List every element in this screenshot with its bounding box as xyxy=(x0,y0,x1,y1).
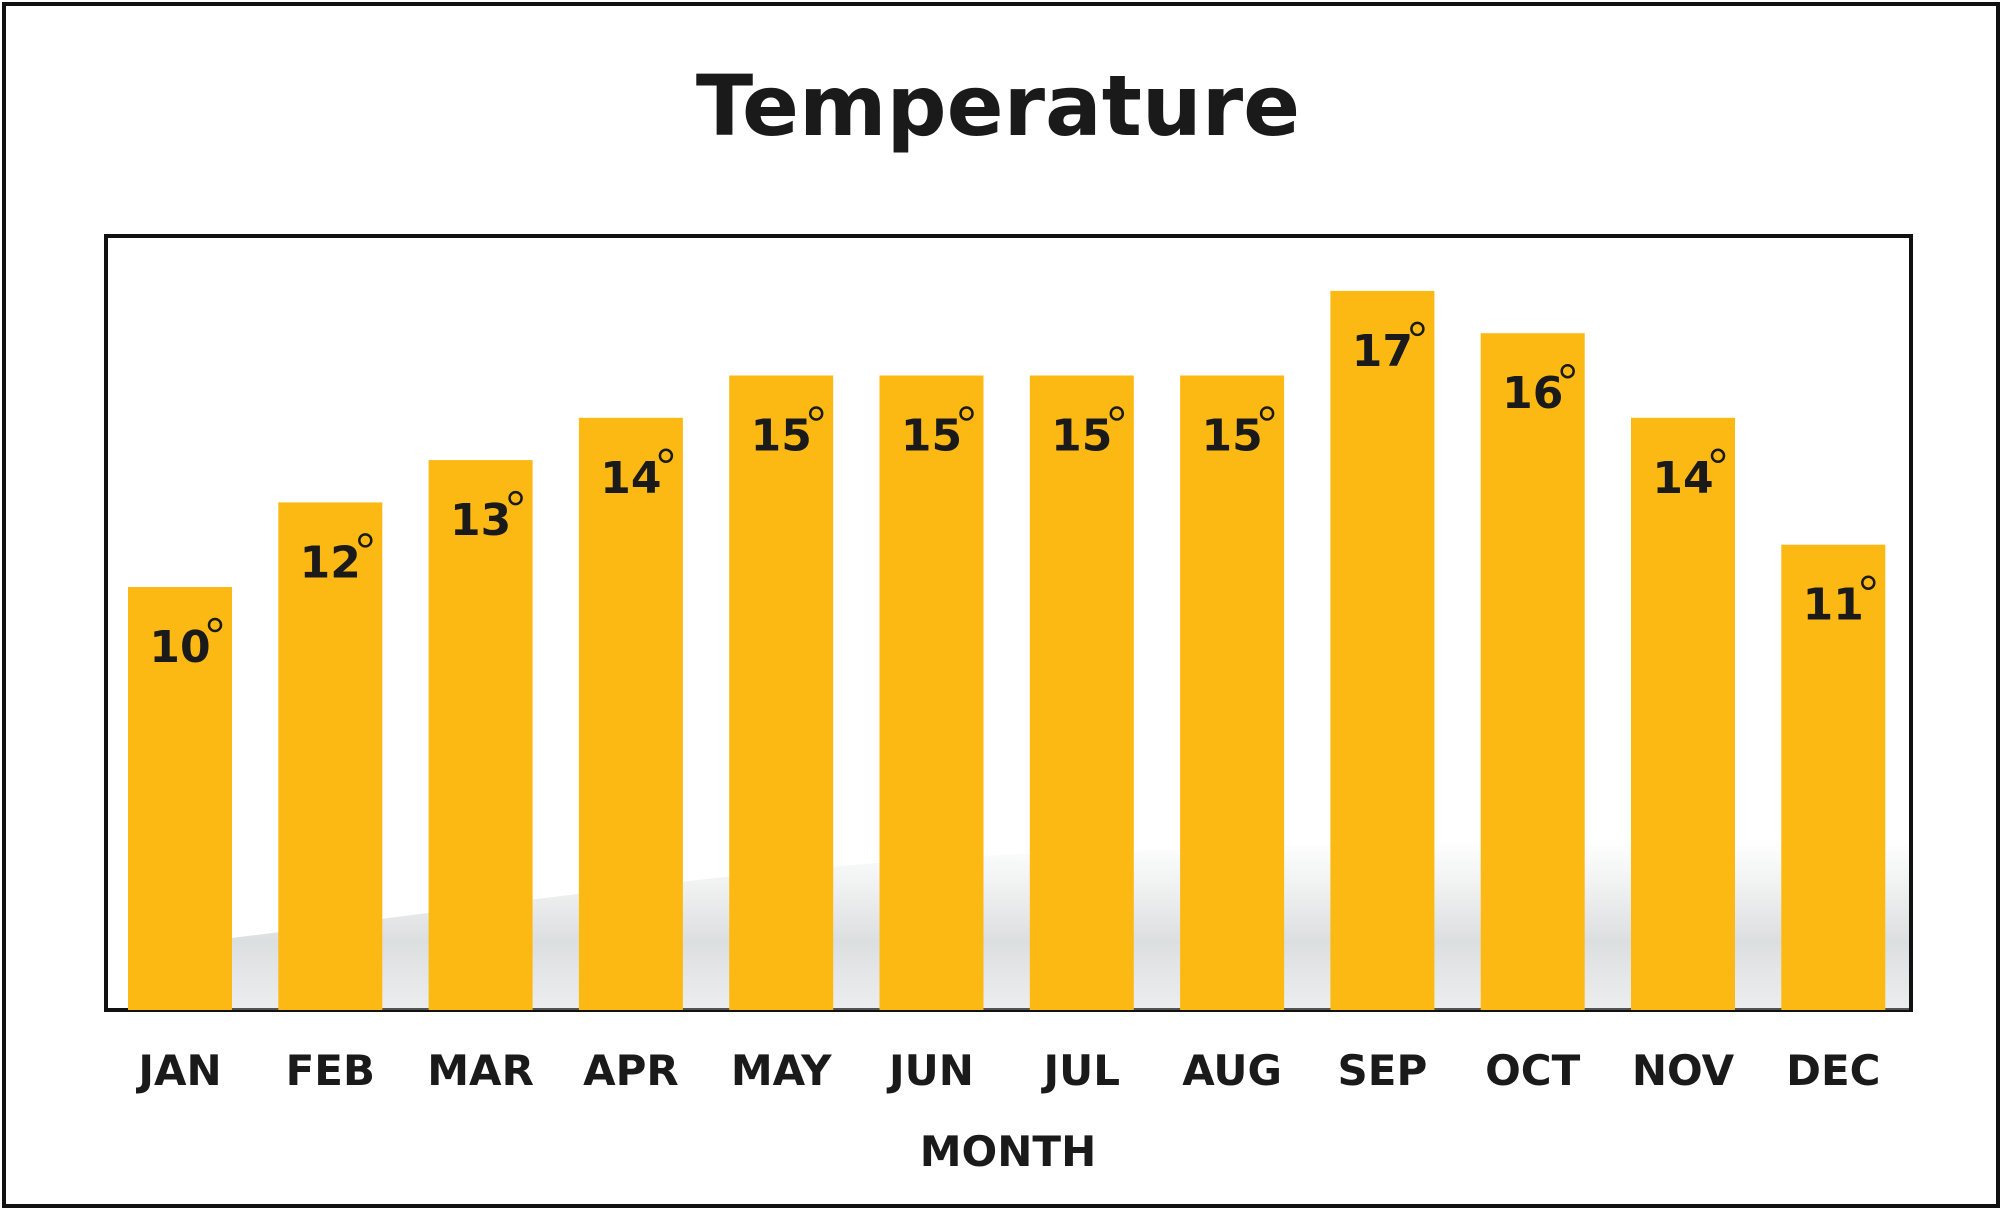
x-tick-may: MAY xyxy=(731,1046,832,1095)
x-tick-dec: DEC xyxy=(1786,1046,1880,1095)
x-tick-sep: SEP xyxy=(1338,1046,1428,1095)
data-label-aug: 15 xyxy=(1201,411,1262,462)
degree-icon xyxy=(207,617,223,633)
bar-sep xyxy=(1330,290,1435,1010)
bar-oct xyxy=(1480,333,1585,1010)
x-tick-aug: AUG xyxy=(1182,1046,1282,1095)
x-tick-labels-group: JAN FEB MAR APR MAY JUN JUL AUG SEP OCT NOV DEC xyxy=(135,1046,1880,1095)
data-label-apr: 14 xyxy=(600,453,661,504)
data-label-mar: 13 xyxy=(450,495,511,546)
data-label-dec: 11 xyxy=(1803,580,1864,631)
bar-apr xyxy=(578,417,683,1010)
x-tick-mar: MAR xyxy=(427,1046,534,1095)
chart-title: Temperature xyxy=(696,57,1300,155)
data-labels-group: 10 12 13 14 15 15 15 15 17 16 14 11 xyxy=(149,321,1876,673)
bar-feb xyxy=(278,502,383,1010)
degree-icon xyxy=(1710,448,1726,464)
plot-shadow xyxy=(130,838,1909,1010)
x-tick-feb: FEB xyxy=(286,1046,375,1095)
bar-mar xyxy=(428,460,533,1011)
x-tick-jul: JUL xyxy=(1041,1046,1121,1095)
data-label-jun: 15 xyxy=(901,411,962,462)
bar-jun xyxy=(879,375,984,1010)
data-label-jan: 10 xyxy=(149,622,210,673)
data-label-may: 15 xyxy=(751,411,812,462)
bar-may xyxy=(729,375,834,1010)
degree-icon xyxy=(1410,321,1425,337)
x-tick-jan: JAN xyxy=(135,1046,221,1095)
data-label-jul: 15 xyxy=(1051,411,1112,462)
bar-aug xyxy=(1180,375,1285,1010)
bar-dec xyxy=(1781,544,1886,1010)
degree-icon xyxy=(1109,406,1125,421)
degree-icon xyxy=(1861,575,1876,590)
bar-jan xyxy=(128,587,232,1010)
degree-icon xyxy=(808,406,824,421)
x-tick-jun: JUN xyxy=(886,1046,974,1095)
data-label-feb: 12 xyxy=(300,537,361,588)
data-label-sep: 17 xyxy=(1352,326,1413,377)
x-tick-apr: APR xyxy=(583,1046,679,1095)
data-label-oct: 16 xyxy=(1502,368,1563,419)
bar-nov xyxy=(1631,417,1735,1010)
degree-icon xyxy=(959,406,974,421)
bars-group xyxy=(128,290,1886,1011)
degree-icon xyxy=(508,490,523,506)
bar-jul xyxy=(1029,375,1134,1010)
data-label-nov: 14 xyxy=(1652,453,1713,504)
degree-icon xyxy=(658,448,674,464)
x-tick-oct: OCT xyxy=(1485,1046,1581,1095)
degree-icon xyxy=(1259,406,1275,421)
degree-icon xyxy=(1560,363,1575,379)
x-tick-nov: NOV xyxy=(1632,1046,1735,1095)
degree-icon xyxy=(358,533,373,548)
x-axis-label: MONTH xyxy=(920,1127,1096,1176)
